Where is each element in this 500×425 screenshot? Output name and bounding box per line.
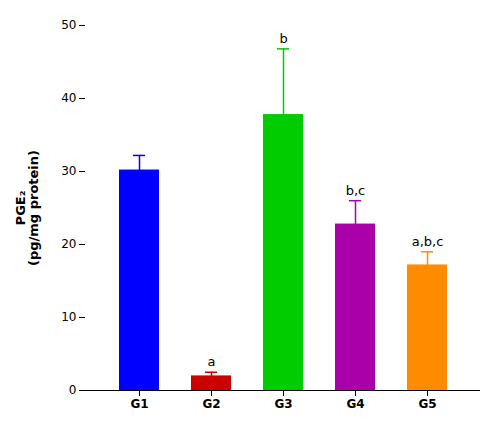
svg-text:G5: G5 bbox=[418, 397, 436, 411]
svg-text:20: 20 bbox=[61, 237, 76, 251]
svg-text:a: a bbox=[208, 354, 216, 369]
svg-text:b: b bbox=[279, 31, 287, 46]
svg-text:PGE₂(pg/mg protein): PGE₂(pg/mg protein) bbox=[13, 150, 41, 266]
svg-text:30: 30 bbox=[61, 164, 76, 178]
svg-text:G1: G1 bbox=[130, 397, 148, 411]
svg-text:G3: G3 bbox=[274, 397, 292, 411]
svg-text:b,c: b,c bbox=[346, 183, 366, 198]
svg-text:0: 0 bbox=[69, 383, 77, 397]
svg-text:10: 10 bbox=[61, 310, 76, 324]
svg-text:40: 40 bbox=[61, 91, 76, 105]
svg-text:G2: G2 bbox=[202, 397, 220, 411]
svg-text:a,b,c: a,b,c bbox=[412, 234, 444, 249]
svg-text:G4: G4 bbox=[346, 397, 364, 411]
svg-text:50: 50 bbox=[61, 18, 76, 32]
